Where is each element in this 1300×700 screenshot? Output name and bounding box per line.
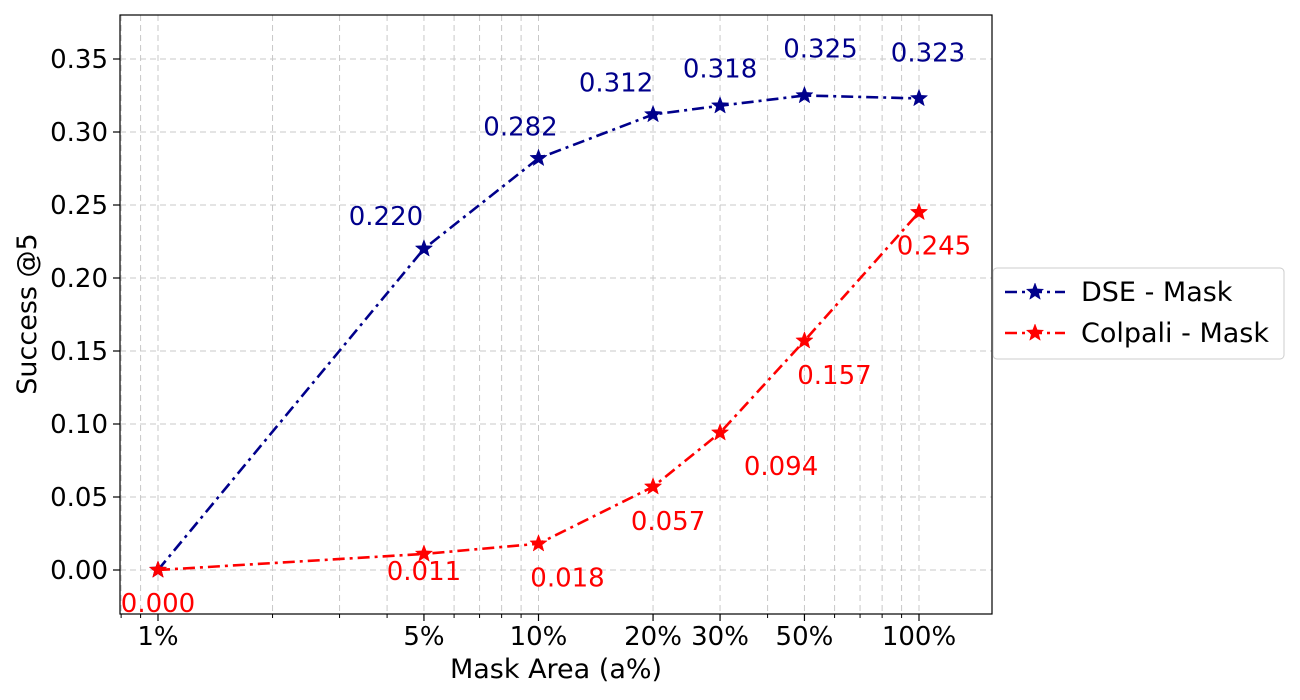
data-point <box>643 104 663 123</box>
data-point <box>529 534 548 552</box>
data-label: 0.312 <box>579 68 653 98</box>
plot-frame <box>119 14 993 615</box>
x-tick-label: 100% <box>882 622 956 652</box>
series-layer <box>148 85 929 578</box>
legend-label: DSE - Mask <box>1081 277 1233 308</box>
legend: DSE - Mask Colpali - Mask <box>992 267 1285 360</box>
legend-label: Colpali - Mask <box>1081 318 1269 349</box>
data-point <box>909 88 929 107</box>
legend-marker <box>1025 323 1045 341</box>
data-label: 0.011 <box>387 557 461 587</box>
data-label: 0.323 <box>891 38 965 68</box>
y-tick-label: 0.35 <box>50 45 108 75</box>
y-tick-label: 0.30 <box>50 118 108 148</box>
x-tick-label: 30% <box>691 622 749 652</box>
data-label: 0.220 <box>349 202 423 232</box>
x-tick-label: 50% <box>776 622 834 652</box>
y-tick-label: 0.25 <box>50 191 108 221</box>
x-axis-title: Mask Area (a%) <box>450 654 662 685</box>
y-tick-label: 0.00 <box>50 556 108 586</box>
data-point <box>710 423 730 441</box>
y-axis-title: Success @5 <box>12 233 43 394</box>
data-label: 0.325 <box>783 35 857 65</box>
data-label: 0.000 <box>121 589 195 619</box>
data-point <box>414 544 434 562</box>
data-label: 0.318 <box>683 55 757 85</box>
x-tick-label: 20% <box>624 622 682 652</box>
x-tick-label: 5% <box>403 622 444 652</box>
data-point <box>710 96 730 114</box>
data-point <box>795 85 814 104</box>
data-label: 0.245 <box>897 231 971 261</box>
x-tick-label: 1% <box>137 622 178 652</box>
data-point <box>148 560 168 578</box>
data-label: 0.057 <box>631 507 705 537</box>
x-tick-label: 10% <box>510 622 568 652</box>
y-tick-label: 0.05 <box>50 483 108 513</box>
data-label: 0.018 <box>530 564 604 594</box>
data-point <box>643 477 663 495</box>
y-tick-label: 0.15 <box>50 337 108 367</box>
data-label: 0.157 <box>797 361 871 391</box>
data-label: 0.094 <box>744 452 818 482</box>
grid-layer <box>120 15 992 614</box>
data-label: 0.282 <box>483 112 557 142</box>
data-point <box>529 148 548 167</box>
legend-box <box>992 267 1285 360</box>
data-point <box>795 331 814 349</box>
label-layer: 0.220 0.282 0.312 0.318 0.325 0.323 0.000 0.011… <box>121 35 971 620</box>
data-point <box>909 202 929 221</box>
y-tick-label: 0.20 <box>50 264 108 294</box>
data-point <box>414 239 434 257</box>
legend-marker <box>1025 282 1045 300</box>
y-tick-label: 0.10 <box>50 410 108 440</box>
tick-layer: 0.00 0.05 0.10 0.15 0.20 0.25 0.30 0.35 1% 5% 10% 2… <box>50 45 956 652</box>
